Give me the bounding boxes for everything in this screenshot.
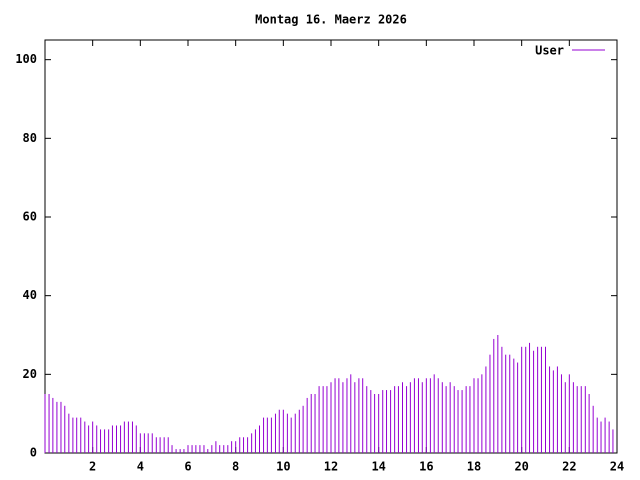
y-tick-label: 80	[23, 131, 37, 145]
y-tick-label: 60	[23, 210, 37, 224]
chart-title: Montag 16. Maerz 2026	[255, 13, 407, 27]
x-tick-label: 14	[371, 460, 385, 474]
x-tick-label: 22	[562, 460, 576, 474]
x-tick-label: 6	[184, 460, 191, 474]
x-tick-label: 20	[514, 460, 528, 474]
y-tick-label: 100	[15, 52, 37, 66]
y-tick-label: 40	[23, 288, 37, 302]
legend-label: User	[535, 44, 564, 58]
x-tick-label: 18	[467, 460, 481, 474]
x-tick-label: 16	[419, 460, 433, 474]
y-tick-label: 20	[23, 367, 37, 381]
x-tick-label: 10	[276, 460, 290, 474]
x-tick-label: 2	[89, 460, 96, 474]
x-tick-label: 12	[324, 460, 338, 474]
x-tick-label: 24	[610, 460, 624, 474]
y-tick-label: 0	[30, 446, 37, 460]
x-tick-label: 8	[232, 460, 239, 474]
x-tick-label: 4	[137, 460, 144, 474]
